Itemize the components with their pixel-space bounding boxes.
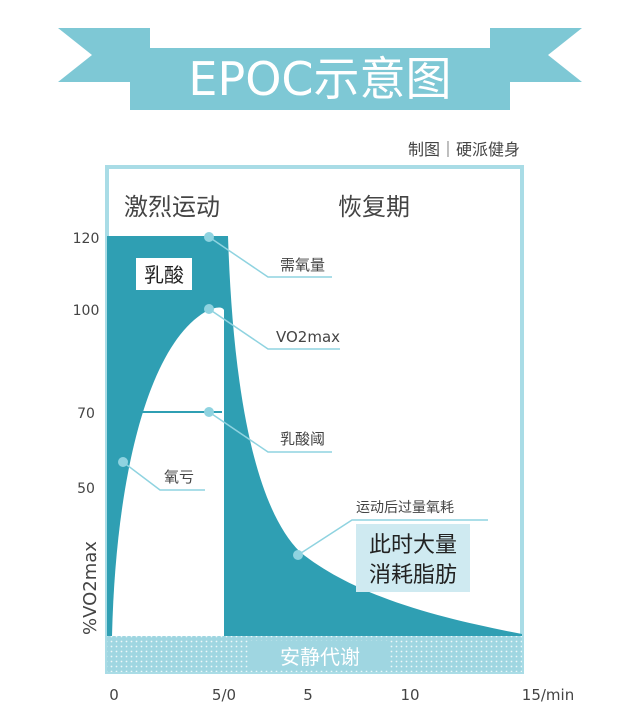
x-tick-10: 10 [400,686,419,704]
resting-metabolism-label-bg [250,641,390,669]
callout-oxygen-deficit: 氧亏 [118,457,205,491]
banner-title: EPOC示意图 [188,52,451,106]
callout-label: 乳酸阈 [280,430,325,448]
resting-metabolism-label: 安静代谢 [280,645,360,669]
y-tick-120: 120 [73,231,100,247]
callout-label: 氧亏 [164,468,194,486]
callout-label: 运动后过量氧耗 [356,500,454,516]
callout-leader [208,236,332,278]
callout-label: 需氧量 [280,256,325,274]
callout-leader [297,519,488,556]
callout-vo2max: VO2max [204,304,340,350]
fat-burn-box [356,524,470,592]
ribbon-left-tail [58,28,150,82]
callout-leader [122,461,205,491]
y-tick-50: 50 [77,481,95,497]
lactic-acid-label: 乳酸 [144,263,184,287]
callout-leader [208,411,332,453]
phase-recovery-label: 恢复期 [338,193,410,221]
y-tick-70: 70 [77,406,95,422]
callout-epoc: 运动后过量氧耗 [293,500,488,560]
lactic-acid-box [136,258,192,290]
ribbon-right-tail [490,28,582,82]
x-tick-5: 5 [303,686,313,704]
credit-text: 制图｜硬派健身 [408,140,520,159]
x-tick-5-0: 5/0 [212,686,236,704]
ribbon-body [130,48,510,110]
callout-oxygen-demand: 需氧量 [204,232,332,278]
callout-label: VO2max [276,328,340,346]
callout-leader [208,308,340,350]
epoc-region [224,236,522,636]
callout-lactate-threshold: 乳酸阈 [204,407,332,453]
y-tick-100: 100 [73,303,100,319]
oxygen-uptake-area [112,307,224,636]
y-axis-label: %VO2max [80,541,101,635]
x-tick-0: 0 [109,686,119,704]
fat-burn-line-2: 消耗脂肪 [369,563,457,588]
x-tick-15: 15/min [522,686,574,704]
title-banner: EPOC示意图 [58,28,582,110]
phase-exercise-label: 激烈运动 [124,193,220,221]
fat-burn-line-1: 此时大量 [369,533,457,558]
